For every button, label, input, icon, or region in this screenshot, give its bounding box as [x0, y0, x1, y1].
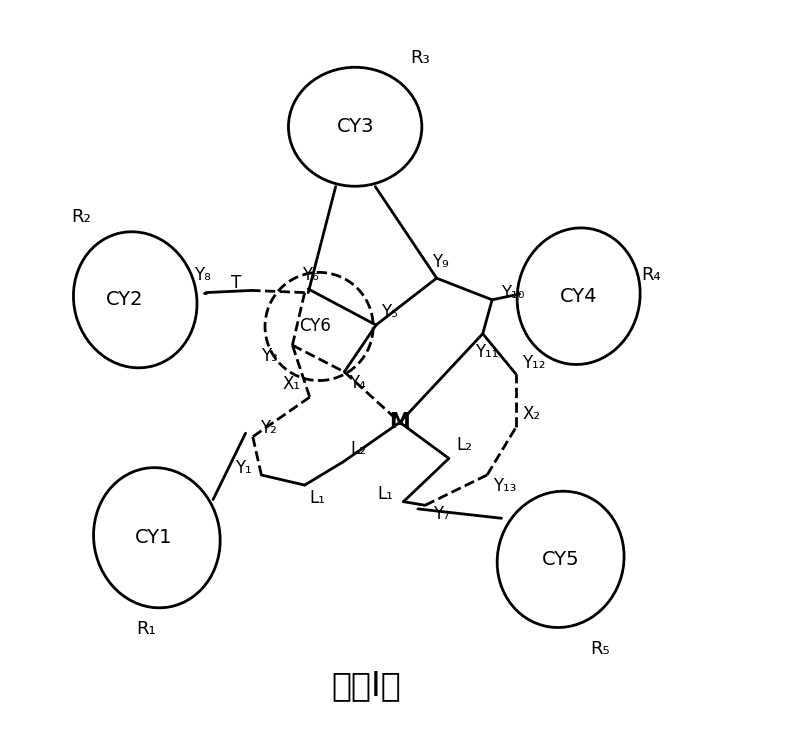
Text: L₁: L₁ [377, 485, 393, 503]
Text: CY3: CY3 [336, 117, 373, 136]
Text: Y₄: Y₄ [349, 374, 365, 392]
Text: Y₁₀: Y₁₀ [500, 284, 524, 302]
Text: L₂: L₂ [456, 436, 472, 454]
Text: R₁: R₁ [136, 620, 156, 638]
Text: Y₅: Y₅ [380, 303, 397, 321]
Text: M: M [389, 412, 410, 433]
Text: Y₈: Y₈ [194, 266, 210, 284]
Text: CY6: CY6 [300, 318, 331, 336]
Text: R₃: R₃ [410, 50, 430, 68]
Text: Y₁: Y₁ [234, 459, 251, 477]
Text: T: T [230, 274, 241, 292]
Text: Y₂: Y₂ [260, 419, 277, 437]
Text: CY4: CY4 [559, 287, 597, 306]
Text: L₂: L₂ [350, 440, 366, 458]
Text: L₁: L₁ [309, 489, 325, 507]
Text: R₂: R₂ [71, 208, 91, 226]
Text: Y₃: Y₃ [261, 347, 277, 365]
Text: Y₉: Y₉ [431, 253, 448, 271]
Text: X₁: X₁ [283, 376, 300, 394]
Text: 式（I）: 式（I） [331, 669, 401, 702]
Text: CY2: CY2 [105, 291, 143, 309]
Text: Y₇: Y₇ [432, 505, 449, 523]
Text: Y₆: Y₆ [302, 266, 319, 284]
Text: CY5: CY5 [541, 550, 579, 569]
Text: Y₁₁: Y₁₁ [474, 342, 497, 360]
Text: Y₁₃: Y₁₃ [493, 477, 516, 495]
Text: CY1: CY1 [134, 528, 172, 547]
Text: R₄: R₄ [640, 266, 660, 284]
Text: R₅: R₅ [589, 641, 609, 659]
Text: Y₁₂: Y₁₂ [521, 354, 545, 372]
Text: X₂: X₂ [522, 406, 540, 424]
